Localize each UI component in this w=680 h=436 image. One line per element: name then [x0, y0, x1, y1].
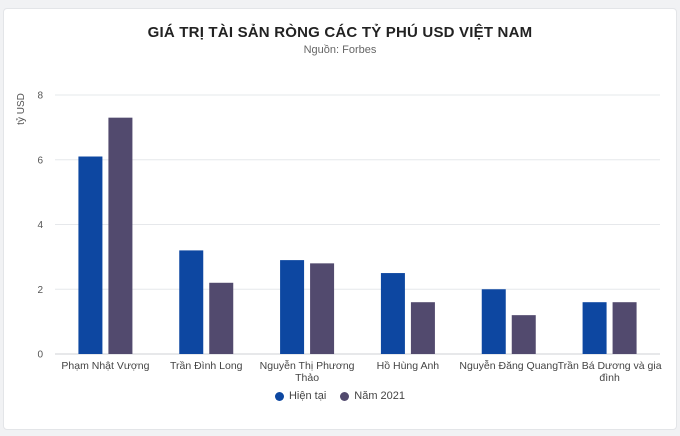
bar-2021	[310, 263, 335, 354]
y-tick-label: 6	[37, 155, 43, 166]
bar-current	[481, 289, 506, 354]
legend: Hiện tại Năm 2021	[0, 390, 680, 402]
bar-2021	[209, 282, 234, 354]
y-tick-label: 0	[37, 350, 43, 361]
y-tick-label: 2	[37, 285, 43, 296]
y-tick-label: 8	[37, 91, 43, 102]
chart-title: GIÁ TRỊ TÀI SẢN RÒNG CÁC TỶ PHÚ USD VIỆT…	[147, 24, 533, 41]
bar-2021	[612, 302, 637, 354]
legend-marker-2021	[340, 391, 350, 401]
y-tick-label: 4	[37, 220, 43, 231]
bar-current	[582, 302, 607, 354]
y-axis-label: tỷ USD	[15, 93, 27, 125]
bar-2021	[108, 117, 133, 354]
x-tick-label: Nguyễn Thị Phương Thảo	[260, 359, 355, 384]
bar-current	[380, 273, 405, 354]
legend-marker-current	[274, 391, 284, 401]
bar-current	[280, 260, 305, 354]
chart-subtitle: Nguồn: Forbes	[303, 44, 377, 56]
bar-2021	[410, 302, 435, 354]
x-tick-label: Phạm Nhật Vượng	[61, 360, 149, 372]
x-tick-label: Trần Đình Long	[170, 360, 243, 372]
bar-current	[78, 156, 103, 354]
legend-item-current[interactable]: Hiện tại	[274, 390, 327, 402]
legend-item-2021[interactable]: Năm 2021	[340, 390, 405, 402]
legend-label-current: Hiện tại	[288, 390, 327, 402]
bar-2021	[511, 315, 536, 354]
x-tick-label: Nguyễn Đăng Quang	[459, 359, 558, 372]
x-tick-label: Trần Bá Dương và gia đình	[558, 360, 662, 384]
legend-label-2021: Năm 2021	[354, 390, 406, 402]
x-tick-label: Hồ Hùng Anh	[377, 360, 440, 372]
bar-current	[179, 250, 204, 354]
